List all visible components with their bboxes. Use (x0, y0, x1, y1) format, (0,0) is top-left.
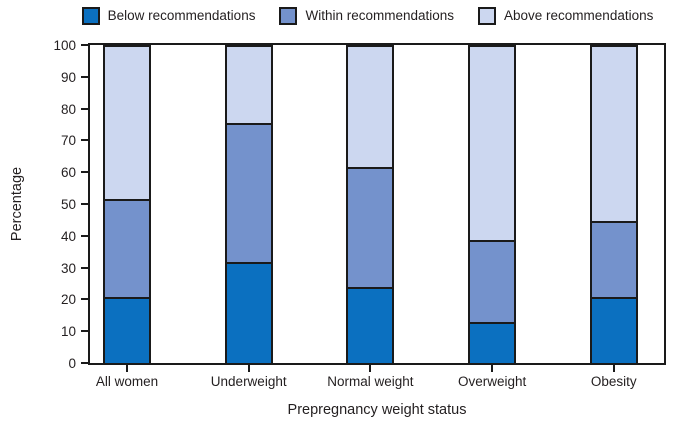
segment-above-recommendations-underweight (226, 47, 271, 123)
bar-obesity (589, 45, 638, 363)
bar-all-women (103, 45, 151, 363)
x-axis-title: Prepregnancy weight status (287, 402, 467, 418)
x-tick-label-overweight: Overweight (457, 374, 527, 389)
segment-within-recommendations-obesity (591, 220, 636, 297)
y-tick-label: 80 (60, 101, 76, 117)
legend-label: Below recommendations (107, 8, 256, 24)
y-tick-label: 90 (60, 69, 76, 85)
x-tick (491, 365, 494, 372)
legend-item-within-recommendations: Within recommendations (279, 7, 454, 25)
y-tick (81, 75, 88, 78)
plot-area: 0 10 20 30 40 50 60 70 80 90 100 All women Underweig… (53, 39, 666, 388)
y-tick (81, 139, 88, 142)
y-axis-title-wrap: Percentage (4, 43, 30, 365)
segment-above-recommendations-normal-weight (348, 47, 393, 168)
y-tick-label: 50 (60, 196, 76, 212)
x-tick (247, 365, 250, 372)
y-tick (81, 330, 88, 333)
legend-swatch-icon (478, 7, 497, 25)
y-tick (81, 44, 88, 46)
y-tick-label: 10 (60, 324, 76, 340)
x-tick-label-obesity: Obesity (590, 374, 637, 389)
y-tick-label: 20 (60, 292, 76, 308)
x-tick-label-all-women: All women (95, 374, 159, 389)
y-axis-title: Percentage (9, 166, 26, 242)
y-tick-label: 40 (60, 228, 76, 244)
segment-within-recommendations-overweight (470, 239, 515, 322)
y-tick-label: 0 (68, 355, 76, 371)
y-tick-label: 60 (60, 165, 76, 181)
segment-above-recommendations-overweight (470, 47, 515, 240)
x-tick-label-normal-weight: Normal weight (327, 374, 414, 389)
y-tick (81, 171, 88, 174)
legend-swatch-icon (81, 7, 100, 25)
y-tick (81, 234, 88, 237)
legend-label: Above recommendations (504, 8, 654, 24)
x-tick-label-underweight: Underweight (210, 374, 287, 389)
legend-swatch-icon (279, 7, 298, 25)
segment-above-recommendations-obesity (591, 47, 636, 221)
legend: Below recommendations Within recommendati… (50, 7, 685, 25)
segment-below-recommendations-obesity (591, 296, 636, 363)
bar-overweight (468, 45, 517, 363)
x-tick (612, 365, 615, 372)
y-tick (81, 107, 88, 110)
segment-below-recommendations-all-women (105, 296, 149, 363)
bar-normal-weight (346, 45, 395, 363)
y-tick (81, 203, 88, 205)
y-tick (81, 298, 88, 301)
y-tick-label: 100 (53, 37, 76, 53)
legend-item-below-recommendations: Below recommendations (81, 7, 256, 25)
segment-below-recommendations-underweight (226, 261, 271, 363)
x-tick (369, 365, 372, 372)
segment-within-recommendations-all-women (105, 198, 149, 297)
y-tick (81, 266, 88, 269)
legend-label: Within recommendations (305, 8, 455, 24)
x-tick (126, 365, 128, 372)
bar-underweight (224, 45, 273, 363)
segment-above-recommendations-all-women (105, 47, 149, 199)
segment-below-recommendations-overweight (470, 321, 515, 363)
y-tick (81, 362, 88, 364)
segment-within-recommendations-underweight (226, 122, 271, 262)
segment-within-recommendations-normal-weight (348, 167, 393, 288)
legend-item-above-recommendations: Above recommendations (478, 7, 653, 25)
segment-below-recommendations-normal-weight (348, 287, 393, 363)
y-tick-label: 30 (60, 260, 76, 276)
y-tick-label: 70 (60, 133, 76, 149)
